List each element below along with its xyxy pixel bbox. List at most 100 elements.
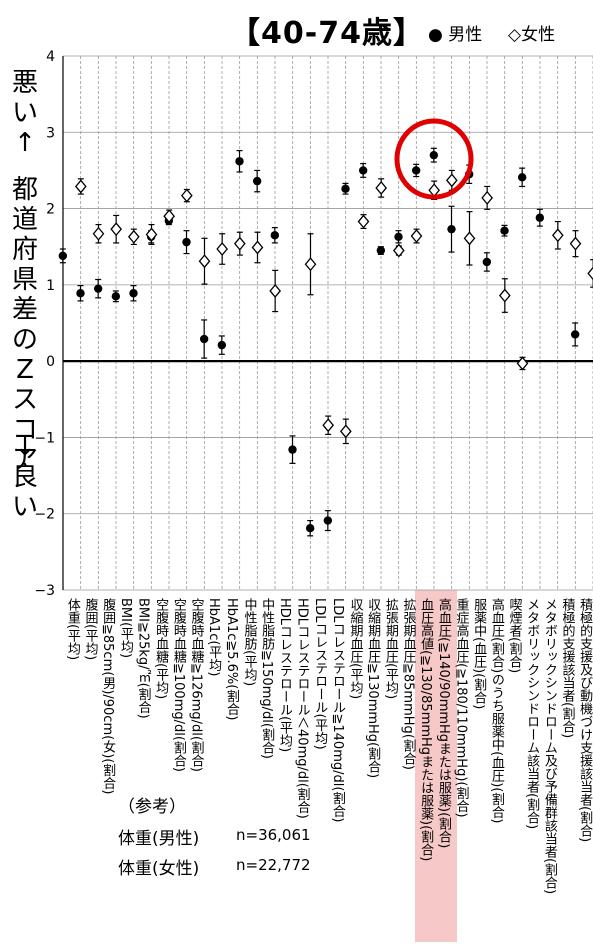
x-tick-label: HDLコレステロール(平均) <box>276 598 292 753</box>
point-female <box>375 180 388 195</box>
x-tick-label: LDLコレステロール≧140mg/dl(割合) <box>329 598 345 823</box>
x-tick-label: 空腹時血糖≧126mg/dl(割合) <box>188 598 204 773</box>
x-tick-label: LDLコレステロール(平均) <box>312 598 328 750</box>
point-male <box>323 516 333 525</box>
x-tick-label: 空腹時血糖(平均) <box>153 598 169 700</box>
x-tick-label: 腹囲(平均) <box>82 598 98 661</box>
point-female <box>127 229 140 244</box>
x-tick-label: 高血圧(≧140/90mmHgまたは服薬)(割合) <box>435 598 451 849</box>
y-tick-label: −1 <box>34 430 55 446</box>
point-female <box>92 226 105 241</box>
point-male <box>341 184 350 193</box>
y-tick-label: 2 <box>46 202 55 218</box>
side-label-zscore: 都道府県差のZスコア <box>11 175 38 475</box>
point-female <box>392 243 405 258</box>
reference-male-n: n=36,061 <box>236 826 311 844</box>
highlight-circle <box>394 118 474 200</box>
point-male <box>288 445 297 454</box>
x-tick-label: 収縮期血圧≧130mmHg(割合) <box>365 598 381 779</box>
point-male <box>182 237 191 247</box>
point-female <box>551 228 564 243</box>
point-female <box>498 288 511 303</box>
x-tick-label: 腹囲≧85cm(男)/90cm(女)(割合) <box>100 598 116 795</box>
point-female <box>339 424 352 439</box>
side-label-bad: 悪い↑ <box>11 68 38 158</box>
x-tick-label: 喫煙者(割合) <box>506 598 522 674</box>
point-female <box>163 209 176 224</box>
point-female <box>198 254 211 269</box>
point-female <box>216 241 229 257</box>
point-male <box>235 157 244 166</box>
point-male <box>111 292 121 301</box>
x-tick-label: 体重(平均) <box>64 598 80 661</box>
y-tick-label: −3 <box>34 583 55 599</box>
x-tick-label: 積極的支援該当者(割合) <box>559 598 575 739</box>
point-female <box>569 236 582 251</box>
x-tick-label: メタボリックシンドローム該当者(割合) <box>524 598 540 830</box>
point-male <box>411 166 421 175</box>
highlight-band <box>415 590 457 942</box>
point-female <box>322 418 335 433</box>
y-tick-label: 4 <box>46 49 55 65</box>
point-female <box>445 173 458 188</box>
point-male <box>199 334 209 344</box>
chart-title: 【40-74歳】 <box>230 16 424 51</box>
point-male <box>517 173 527 182</box>
point-male <box>500 226 509 235</box>
x-tick-label: BMI(平均) <box>117 598 133 659</box>
point-male <box>447 224 456 234</box>
point-male <box>305 524 315 533</box>
x-tick-label: 積極的支援及び動機づけ支援該当者(割合) <box>577 598 593 843</box>
point-female <box>269 283 282 298</box>
point-female <box>587 266 593 281</box>
x-tick-label: 中性脂肪(平均) <box>241 598 257 687</box>
point-female <box>251 240 264 255</box>
x-tick-label: 拡張期血圧(平均) <box>382 598 398 700</box>
reference-female-n: n=22,772 <box>236 856 311 874</box>
x-tick-label: メタボリックシンドローム及び予備群該当者(割合) <box>541 598 557 895</box>
reference-male-label: 体重(男性) <box>118 829 200 849</box>
point-male <box>270 231 280 240</box>
point-male <box>358 166 368 175</box>
point-male <box>570 330 580 339</box>
point-male <box>376 246 386 255</box>
y-tick-label: 0 <box>46 354 55 370</box>
side-label-good: ↓良い <box>11 432 38 522</box>
point-female <box>145 227 158 242</box>
x-tick-label: BMI≧25kg/㎡(割合) <box>135 598 151 719</box>
point-male <box>252 176 262 186</box>
point-female <box>233 236 246 251</box>
point-female <box>516 356 529 371</box>
point-female <box>481 190 494 205</box>
y-tick-label: 3 <box>46 125 55 141</box>
point-female <box>410 229 423 244</box>
point-male <box>217 340 227 350</box>
point-female <box>304 257 317 272</box>
point-male <box>394 232 403 241</box>
point-female <box>463 231 476 246</box>
point-male <box>535 213 545 222</box>
point-male <box>129 289 138 298</box>
x-tick-label: 重症高血圧(≧180/110mmHg)(割合) <box>453 598 469 818</box>
reference-female-label: 体重(女性) <box>118 859 200 879</box>
point-male <box>429 150 439 160</box>
point-male <box>93 284 103 293</box>
point-male <box>58 251 68 261</box>
x-tick-label: 収縮期血圧(平均) <box>347 598 363 700</box>
point-female <box>110 222 123 237</box>
legend-female: ◇女性 <box>508 25 556 45</box>
y-tick-label: −2 <box>34 507 55 523</box>
x-tick-label: 拡張期血圧≧85mmHg(割合) <box>400 598 416 770</box>
x-tick-label: 血圧高値(≧130/85mmHgまたは服薬)(割合) <box>418 598 434 862</box>
point-male <box>76 289 85 298</box>
point-female <box>74 179 87 194</box>
point-male <box>482 257 492 267</box>
x-tick-label: HbA1c≧5.6%(割合) <box>223 598 239 721</box>
x-tick-label: HDLコレステロール＜40mg/dl(割合) <box>294 598 310 819</box>
point-female <box>357 214 370 229</box>
reference-female: 体重(女性) n=22,772 <box>118 854 311 879</box>
x-tick-label: 高血圧(割合)のうち服薬中(血圧)(割合) <box>488 598 504 824</box>
point-female <box>180 188 193 203</box>
reference-title: （参考） <box>118 797 186 817</box>
